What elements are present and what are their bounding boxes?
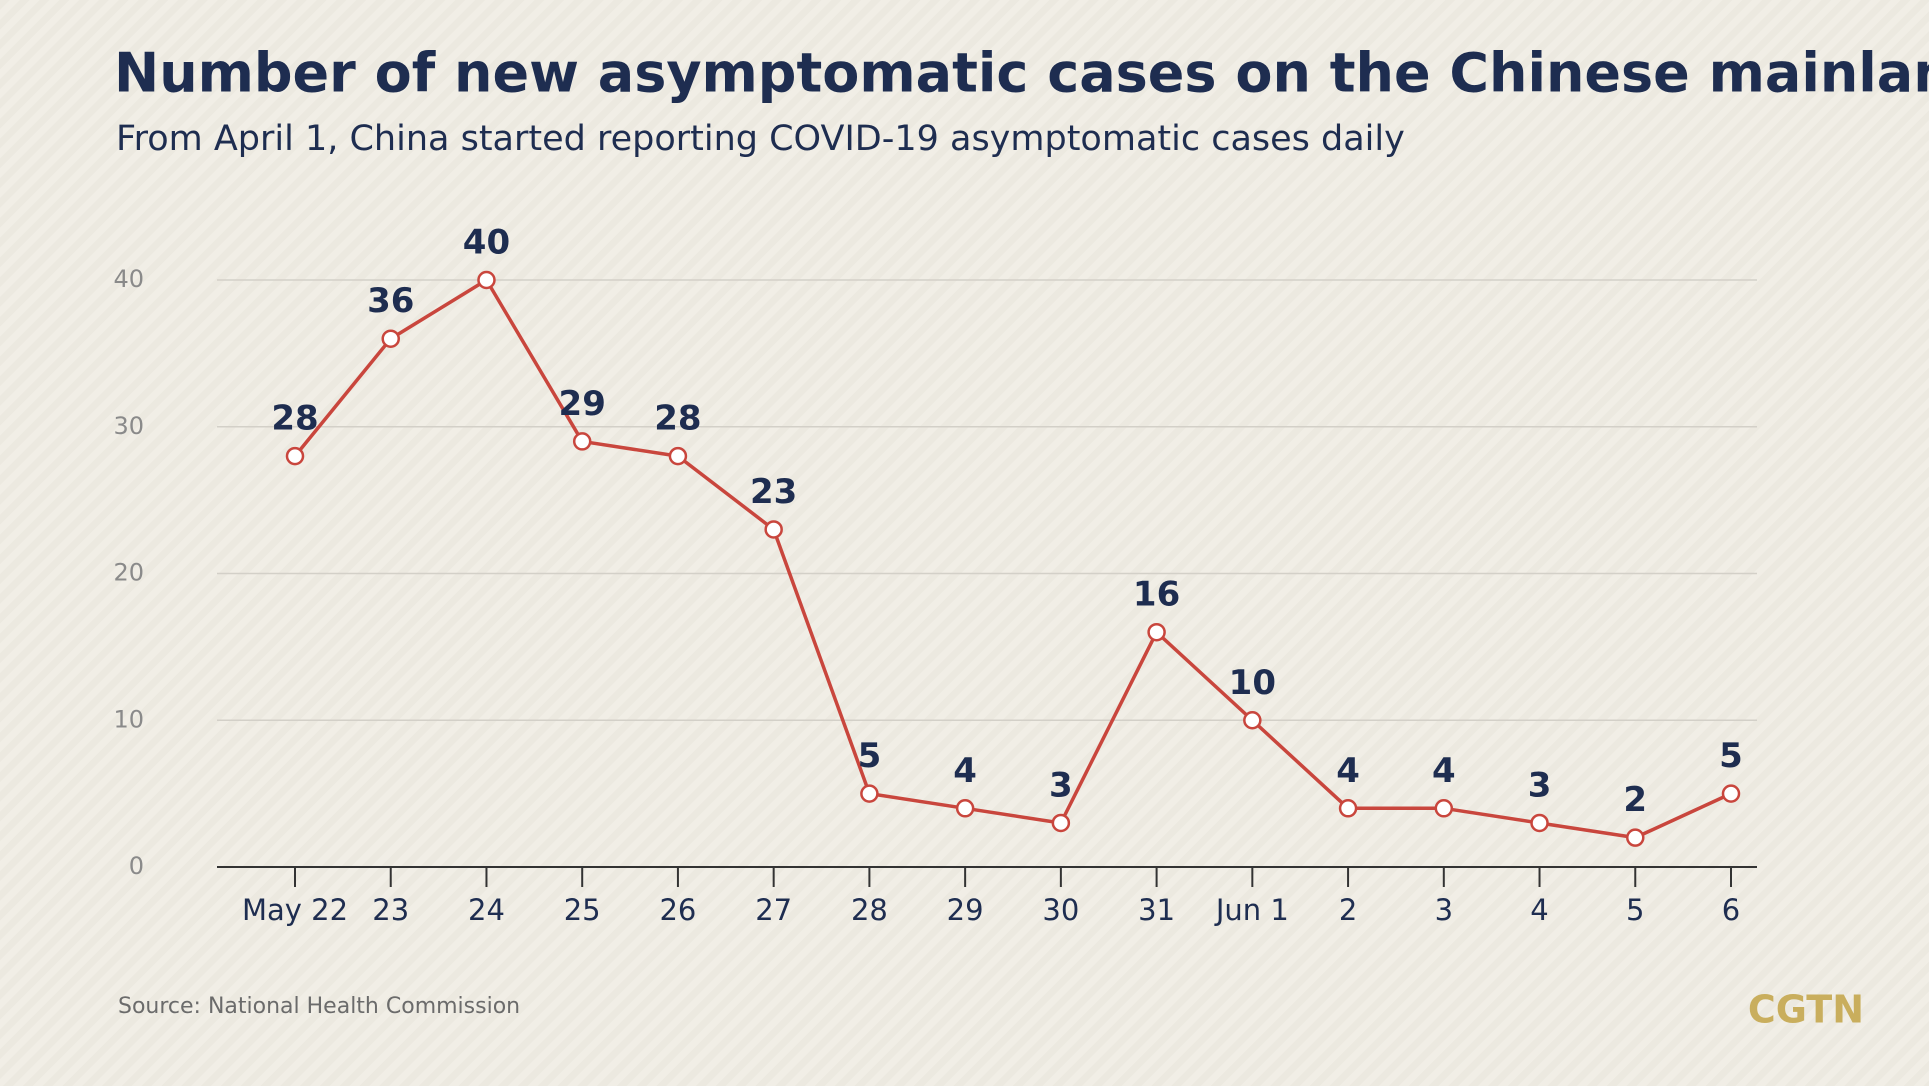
data-label: 4 [1432, 751, 1456, 791]
marker [1051, 813, 1071, 833]
y-tick-label: 30 [113, 412, 144, 440]
marker [668, 446, 688, 466]
x-tick-label: 6 [1722, 893, 1740, 927]
source: Source: National Health Commission [118, 994, 520, 1019]
y-tick-label: 10 [113, 705, 144, 733]
x-tick-label: 2 [1339, 893, 1357, 927]
x-tick-label: 24 [468, 893, 505, 927]
x-tick-label: 26 [659, 893, 696, 927]
x-tick-label: 23 [372, 893, 409, 927]
data-label: 23 [750, 472, 797, 512]
data-label: 40 [463, 223, 510, 263]
marker [1243, 711, 1262, 730]
data-label: 29 [559, 384, 606, 424]
x-tick-label: 4 [1530, 893, 1548, 927]
line [293, 278, 1732, 840]
marker [764, 520, 783, 539]
marker [955, 799, 975, 818]
data-label: 4 [953, 751, 977, 791]
data-label: 36 [367, 281, 414, 321]
y-tick-label: 40 [113, 265, 144, 293]
data-label: 3 [1528, 765, 1552, 805]
marker [477, 270, 496, 290]
chart-title: Number of new asymptomatic cases on the … [114, 42, 1929, 105]
x-tick-label: 31 [1138, 893, 1175, 927]
y-tick-label: 0 [129, 852, 144, 880]
data-label: 10 [1229, 663, 1276, 703]
logo: CGTN [1748, 988, 1864, 1032]
marker [1721, 784, 1741, 803]
data-label: 16 [1133, 575, 1180, 615]
x-tick-label: 29 [947, 893, 984, 927]
y-tick-label: 20 [113, 559, 144, 587]
x-tick-label: 30 [1042, 893, 1079, 927]
marker [381, 329, 400, 348]
data-label: 5 [1719, 736, 1743, 776]
chart-subtitle: From April 1, China started reporting CO… [116, 119, 1405, 159]
marker [285, 446, 305, 466]
data-label: 28 [654, 399, 701, 439]
marker [572, 432, 592, 451]
data-label: 3 [1049, 765, 1073, 805]
x-tick-label: Jun 1 [1214, 893, 1289, 927]
marker [1338, 799, 1358, 818]
marker [1626, 828, 1645, 847]
data-label: 2 [1623, 780, 1647, 820]
x-tick-label: 28 [851, 893, 888, 927]
x-tick-label: 25 [564, 893, 601, 927]
data-label: 5 [858, 736, 882, 776]
data-label: 4 [1336, 751, 1360, 791]
marker [1434, 799, 1454, 818]
marker [1147, 622, 1166, 642]
x-tick-label: 5 [1626, 893, 1644, 927]
x-tick-label: 27 [755, 893, 792, 927]
x-tick-label: May 22 [242, 893, 348, 927]
data-label: 28 [271, 399, 318, 439]
marker [860, 784, 879, 803]
x-tick-label: 3 [1435, 893, 1453, 927]
marker [1530, 813, 1549, 833]
